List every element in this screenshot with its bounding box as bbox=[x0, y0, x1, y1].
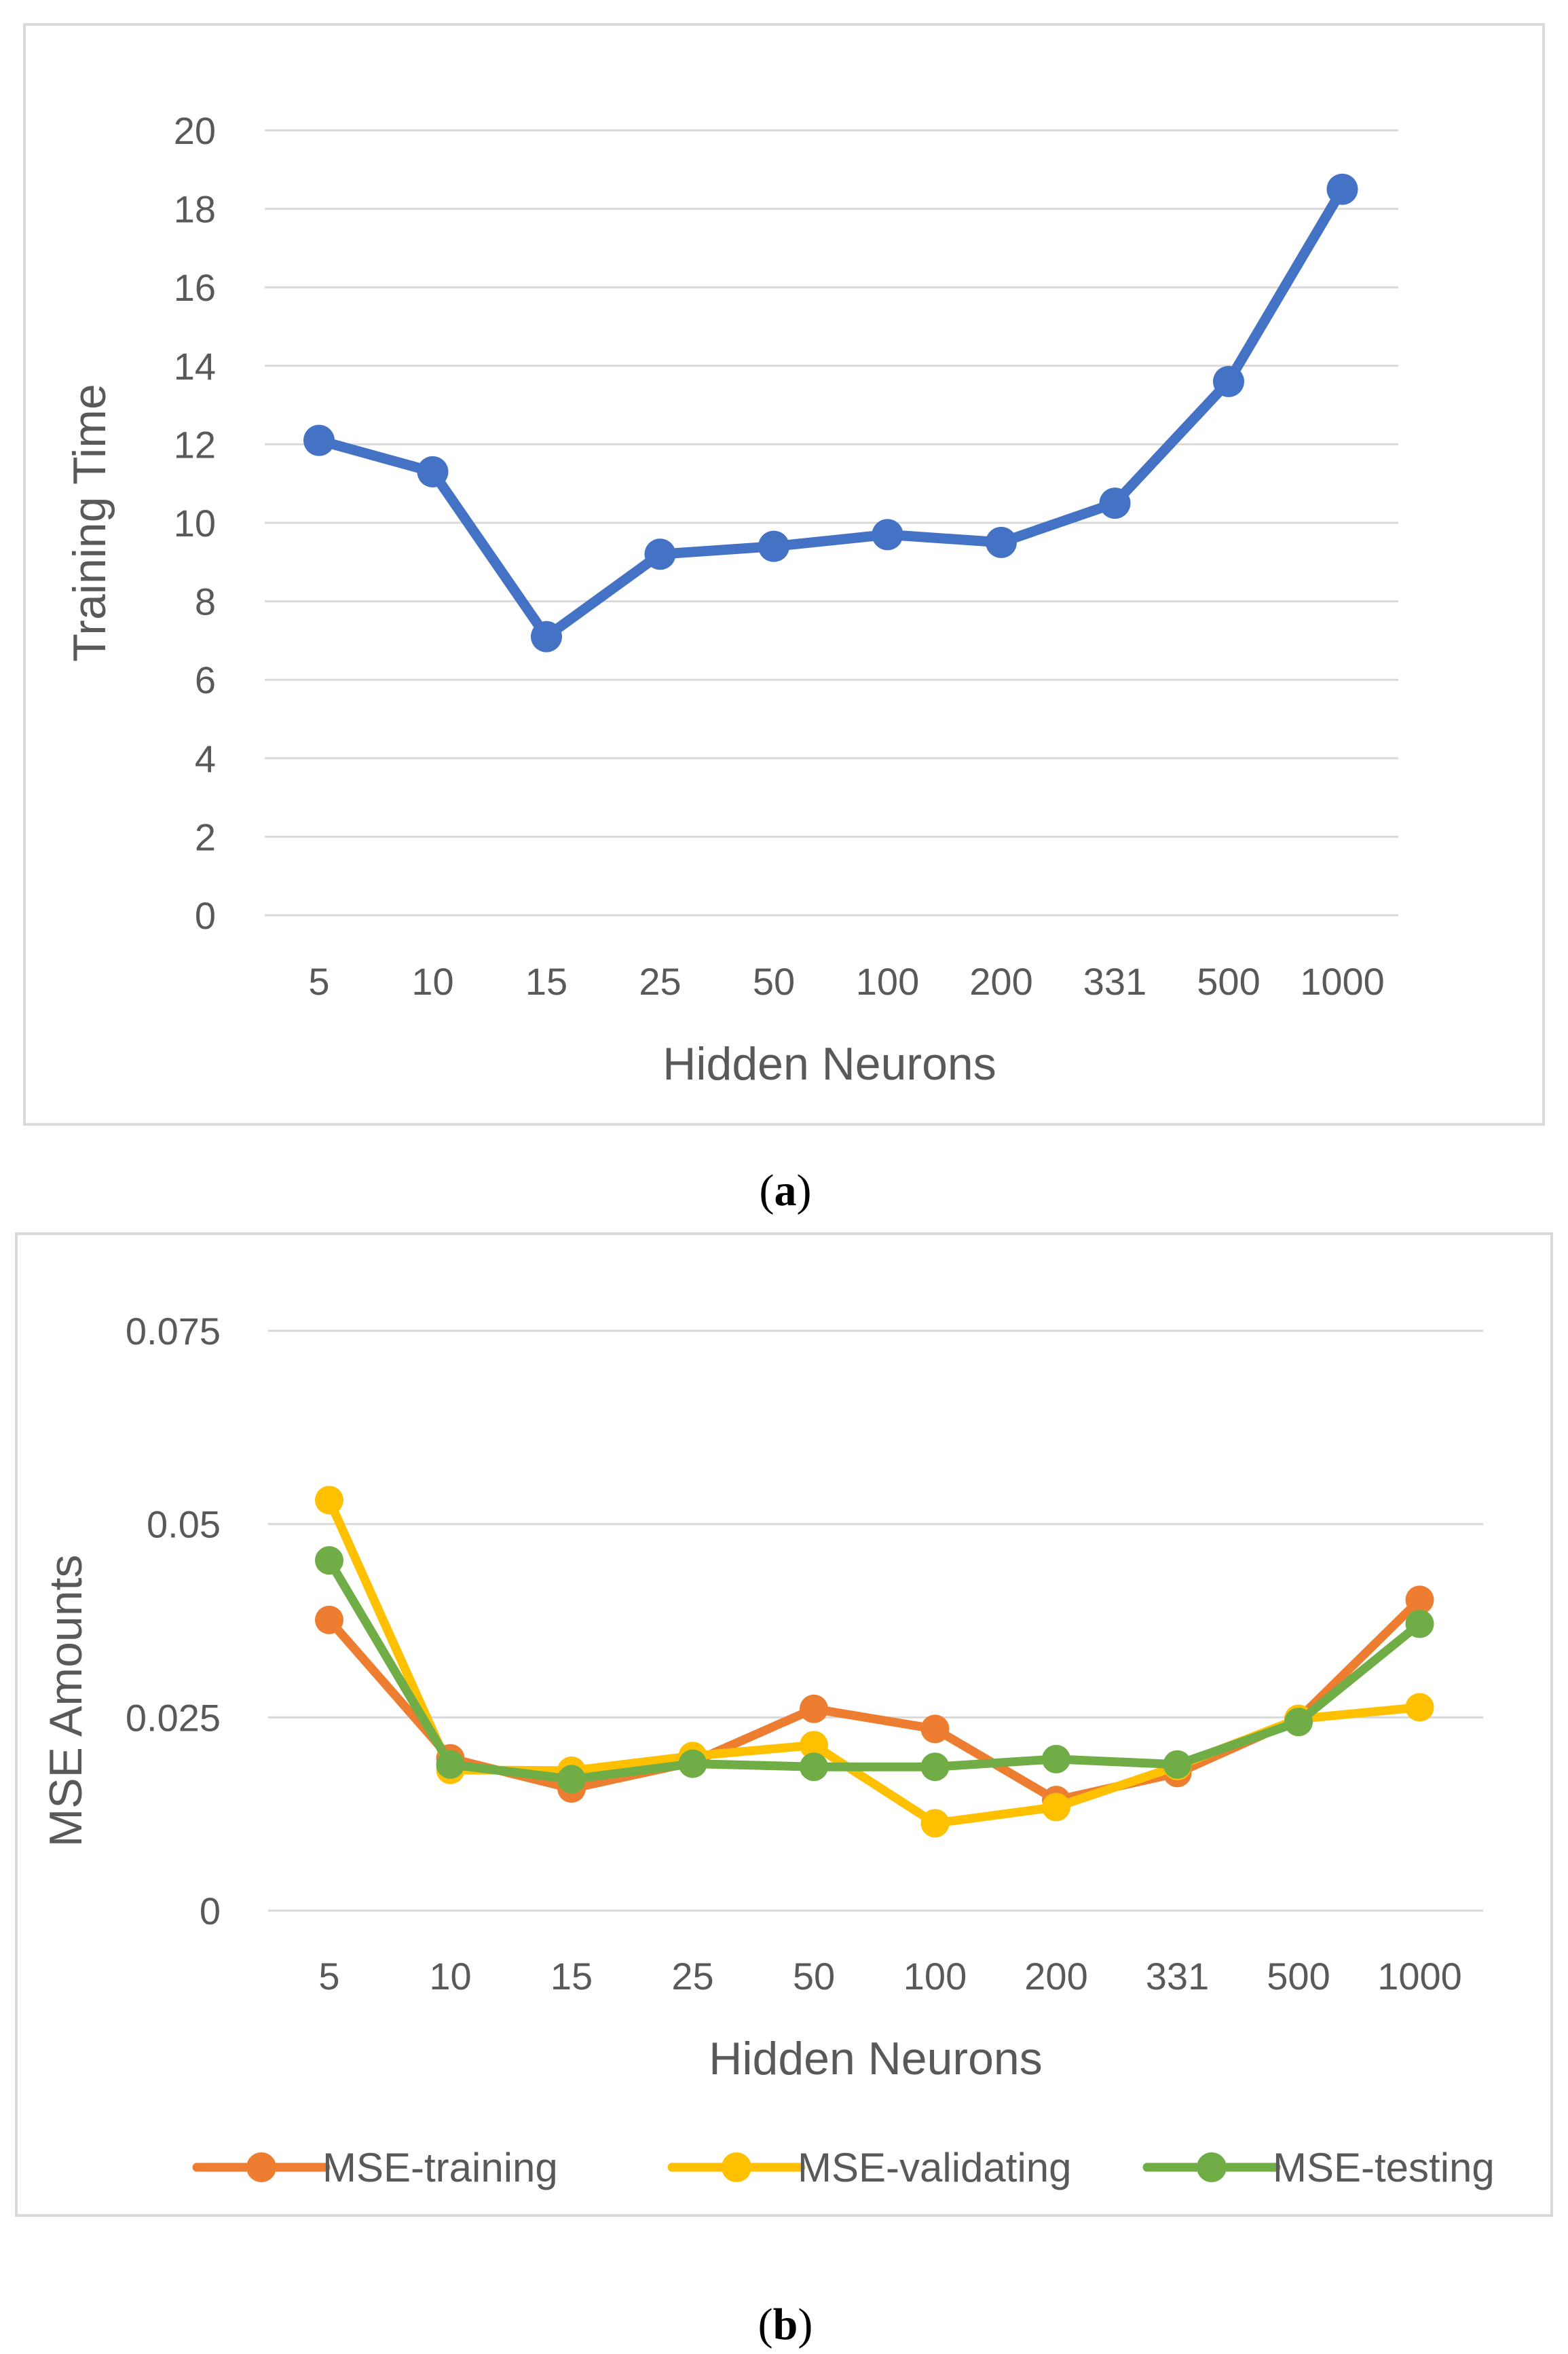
chart-b-y-axis-title: MSE Amounts bbox=[40, 1555, 92, 1847]
chart-a-x-tick-label: 500 bbox=[1197, 960, 1260, 1003]
chart-b-point-mse-testing bbox=[315, 1546, 343, 1575]
chart-b-point-mse-validating bbox=[1042, 1792, 1070, 1822]
chart-b-x-tick-label: 331 bbox=[1146, 1955, 1209, 1998]
chart-a-y-tick-label: 14 bbox=[174, 345, 216, 388]
chart-a-point-training-time bbox=[758, 530, 789, 562]
chart-b-y-tick-label: 0.075 bbox=[126, 1310, 221, 1353]
chart-b-point-mse-testing bbox=[920, 1752, 950, 1782]
chart-a-x-tick-label: 5 bbox=[308, 960, 329, 1003]
chart-b-point-mse-testing bbox=[557, 1765, 586, 1794]
chart-b-x-tick-label: 100 bbox=[903, 1955, 967, 1998]
chart-a-point-training-time bbox=[531, 621, 562, 652]
chart-b-point-mse-validating bbox=[315, 1486, 343, 1515]
chart-a-y-tick-label: 6 bbox=[195, 659, 216, 701]
chart-a-x-tick-label: 25 bbox=[639, 960, 681, 1003]
chart-a-y-tick-label: 4 bbox=[195, 737, 216, 780]
chart-a-x-tick-label: 331 bbox=[1083, 960, 1146, 1003]
caption-b-label: b bbox=[773, 2300, 798, 2349]
chart-a-point-training-time bbox=[1213, 365, 1244, 397]
chart-a-point-training-time bbox=[417, 456, 449, 488]
legend-swatch-marker-mse-testing bbox=[1197, 2152, 1227, 2182]
chart-b-legend: MSE-training MSE-validating MSE-testing bbox=[192, 2145, 1495, 2190]
chart-a-point-training-time bbox=[872, 519, 903, 551]
chart-a-x-tick-label: 100 bbox=[856, 960, 919, 1003]
caption-a: (a) bbox=[760, 1166, 812, 1215]
chart-a-y-tick-label: 2 bbox=[195, 815, 216, 858]
chart-a-x-tick-label: 1000 bbox=[1300, 960, 1385, 1003]
chart-b-point-mse-training bbox=[800, 1694, 828, 1723]
chart-b-point-mse-training bbox=[1405, 1585, 1434, 1615]
chart-b-x-tick-label: 5 bbox=[318, 1955, 339, 1998]
chart-a-point-training-time bbox=[1326, 173, 1358, 205]
legend-label-mse-testing: MSE-testing bbox=[1273, 2145, 1495, 2190]
legend-label-mse-validating: MSE-validating bbox=[798, 2145, 1072, 2190]
chart-a-point-training-time bbox=[303, 424, 335, 456]
chart-a-y-tick-label: 0 bbox=[195, 894, 216, 937]
chart-b: 0 0.025 0.05 0.075 5 10 15 25 50 100 200 331 500 100… bbox=[15, 1232, 1553, 2217]
chart-a-y-tick-label: 8 bbox=[195, 581, 216, 623]
chart-b-point-mse-testing bbox=[1284, 1708, 1313, 1737]
chart-a-y-tick-label: 10 bbox=[174, 502, 216, 545]
chart-a-y-tick-label: 16 bbox=[174, 266, 216, 309]
chart-b-x-tick-label: 500 bbox=[1267, 1955, 1330, 1998]
chart-b-x-tick-label: 1000 bbox=[1377, 1955, 1462, 1998]
chart-b-point-mse-validating bbox=[1405, 1693, 1434, 1722]
chart-a-x-tick-label: 15 bbox=[525, 960, 567, 1003]
chart-a: 0 2 4 6 8 10 12 14 16 18 20 5 10 15 25 50 100 200 331 500 1… bbox=[23, 23, 1545, 1126]
chart-b-series-line-mse-testing bbox=[324, 1556, 1424, 1784]
caption-a-label: a bbox=[774, 1166, 797, 1215]
chart-b-point-mse-testing bbox=[1042, 1744, 1070, 1773]
chart-a-frame bbox=[23, 23, 1545, 1126]
chart-b-y-tick-label: 0.05 bbox=[147, 1503, 221, 1546]
chart-b-x-tick-label: 10 bbox=[429, 1955, 471, 1998]
chart-b-x-tick-label: 25 bbox=[671, 1955, 713, 1998]
chart-a-x-tick-label: 10 bbox=[411, 960, 453, 1003]
chart-a-y-tick-label: 18 bbox=[174, 188, 216, 231]
chart-b-point-mse-validating bbox=[920, 1809, 950, 1838]
chart-b-x-axis-title: Hidden Neurons bbox=[709, 2033, 1042, 2084]
chart-a-x-tick-label: 50 bbox=[753, 960, 795, 1003]
legend-swatch-marker-mse-training bbox=[246, 2152, 276, 2182]
chart-b-point-mse-testing bbox=[678, 1749, 707, 1778]
chart-a-point-training-time bbox=[986, 526, 1017, 558]
chart-a-series-line-training-time bbox=[314, 184, 1347, 642]
chart-a-x-axis-title: Hidden Neurons bbox=[662, 1038, 996, 1090]
legend-swatch-marker-mse-validating bbox=[722, 2152, 751, 2182]
chart-b-point-mse-testing bbox=[1163, 1750, 1192, 1779]
chart-b-point-mse-testing bbox=[800, 1752, 828, 1782]
chart-b-point-mse-training bbox=[315, 1605, 343, 1634]
chart-b-x-tick-label: 200 bbox=[1024, 1955, 1087, 1998]
chart-b-x-tick-label: 50 bbox=[793, 1955, 835, 1998]
chart-b-point-mse-testing bbox=[436, 1750, 465, 1779]
chart-b-y-tick-label: 0.025 bbox=[126, 1696, 221, 1739]
chart-a-y-axis-title: Training Time bbox=[64, 384, 115, 661]
chart-b-x-tick-label: 15 bbox=[550, 1955, 593, 1998]
chart-b-point-mse-validating bbox=[800, 1731, 828, 1760]
chart-b-point-mse-testing bbox=[1405, 1609, 1434, 1638]
chart-a-y-tick-label: 12 bbox=[174, 423, 216, 466]
chart-a-point-training-time bbox=[644, 538, 676, 570]
chart-a-point-training-time bbox=[1099, 488, 1131, 519]
chart-a-x-tick-label: 200 bbox=[969, 960, 1032, 1003]
chart-b-y-tick-label: 0 bbox=[200, 1890, 221, 1932]
legend-label-mse-training: MSE-training bbox=[322, 2145, 558, 2190]
caption-b: (b) bbox=[758, 2300, 813, 2349]
chart-a-y-tick-label: 20 bbox=[174, 109, 216, 152]
chart-b-point-mse-training bbox=[920, 1714, 950, 1744]
